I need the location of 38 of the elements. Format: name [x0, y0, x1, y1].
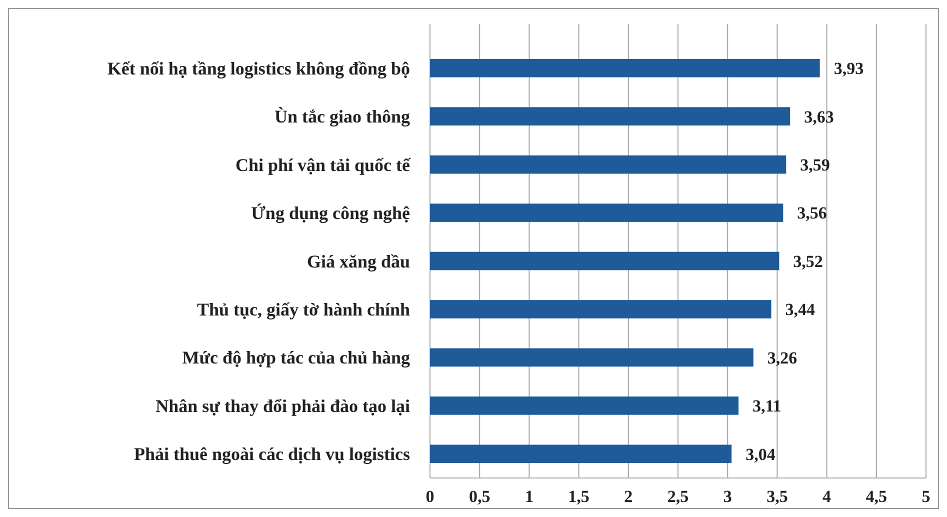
y-tick-label: Ùn tắc giao thông — [274, 106, 410, 127]
bar — [430, 348, 754, 367]
bar — [430, 155, 786, 174]
y-tick-label: Giá xăng dầu — [306, 251, 410, 272]
y-tick-label: Phải thuê ngoài các dịch vụ logistics — [134, 444, 410, 464]
x-tick-label: 1,5 — [568, 487, 590, 506]
y-tick-label: Kết nối hạ tầng logistics không đồng bộ — [107, 58, 410, 78]
data-label: 3,63 — [804, 107, 834, 126]
data-label: 3,26 — [767, 348, 798, 368]
data-label: 3,56 — [797, 204, 827, 223]
y-tick-label: Chi phí vận tải quốc tế — [235, 154, 411, 175]
x-tick-label: 4 — [822, 487, 832, 506]
x-tick-label: 3 — [723, 487, 732, 506]
x-tick-label: 5 — [922, 487, 930, 506]
bar — [430, 300, 772, 318]
x-tick-label: 4,5 — [866, 487, 888, 506]
y-tick-label: Mức độ hợp tác của chủ hàng — [182, 348, 410, 368]
y-tick-label: Thủ tục, giấy tờ hành chính — [196, 300, 410, 320]
data-label: 3,04 — [746, 444, 776, 464]
bar — [430, 396, 739, 415]
bar — [430, 252, 780, 270]
data-label: 3,52 — [793, 252, 823, 271]
y-tick-label: Ứng dụng công nghệ — [251, 203, 410, 224]
bar — [430, 204, 784, 222]
bar — [430, 58, 820, 78]
y-tick-label: Nhân sự thay đổi phải đào tạo lại — [156, 396, 410, 416]
x-tick-label: 0 — [426, 487, 434, 506]
bar — [430, 444, 732, 464]
x-tick-label: 2,5 — [667, 487, 689, 506]
data-label: 3,59 — [800, 156, 830, 175]
x-tick-label: 3,5 — [766, 487, 788, 506]
bar — [430, 107, 790, 126]
data-label: 3,11 — [752, 396, 782, 416]
x-tick-label: 2 — [624, 487, 633, 506]
data-label: 3,44 — [785, 300, 816, 320]
x-tick-label: 1 — [524, 487, 534, 506]
x-tick-label: 0,5 — [468, 487, 490, 506]
data-label: 3,93 — [834, 59, 864, 78]
